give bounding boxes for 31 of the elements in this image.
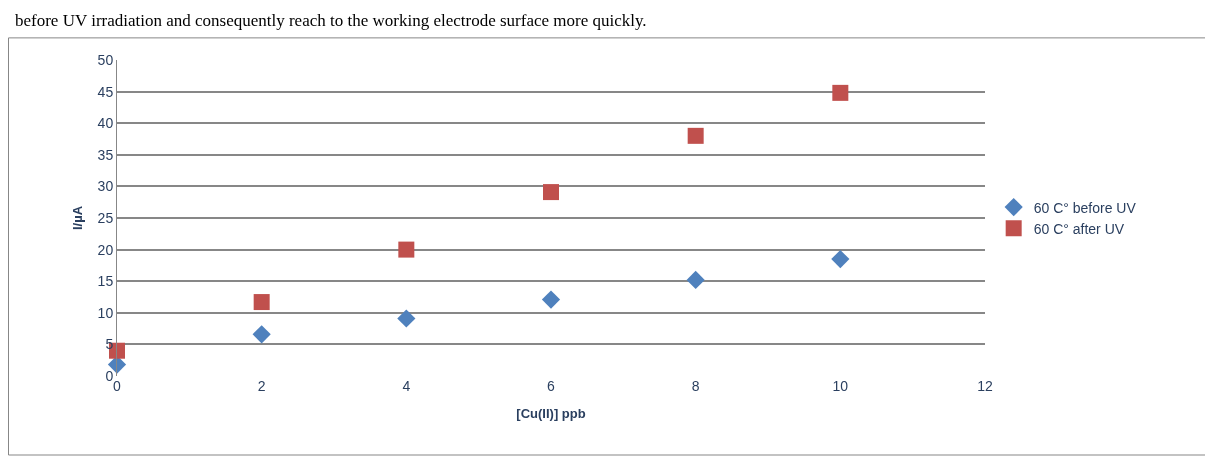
legend-label: 60 C° after UV	[1033, 220, 1125, 237]
x-tick-label: 12	[977, 378, 993, 394]
x-axis-title: [Cu(II)] ppb	[516, 405, 586, 421]
y-tick-label: 50	[97, 51, 114, 68]
text: before UV irradiation and consequently reach to the working electrode surface more quickly.	[15, 11, 647, 30]
y-tick-label: 10	[97, 304, 114, 321]
x-tick-label: 6	[547, 378, 556, 394]
y-tick-label: 25	[97, 209, 114, 226]
y-tick-label: 35	[97, 146, 114, 163]
y-tick-label: 40	[97, 115, 114, 132]
point	[397, 309, 416, 328]
point	[541, 290, 561, 309]
point	[831, 249, 850, 269]
point	[687, 127, 704, 144]
point	[252, 325, 271, 344]
point	[832, 84, 849, 101]
y-tick-label: 45	[97, 83, 114, 100]
y-tick-label: 15	[97, 273, 114, 290]
point	[398, 241, 415, 258]
x-tick-label: 8	[691, 378, 700, 394]
y-axis-title: I/µA	[69, 205, 85, 231]
point	[686, 270, 705, 290]
x-tick-label: 2	[257, 378, 266, 394]
point	[543, 184, 559, 201]
y-tick-label: 20	[97, 241, 114, 258]
x-tick-label: 4	[402, 378, 411, 394]
y-tick-label: 5	[105, 336, 114, 353]
x-tick-label: 10	[832, 378, 849, 394]
y-tick-label: 30	[97, 178, 114, 195]
legend-label: 60 C° before UV	[1033, 199, 1137, 216]
point	[253, 294, 270, 311]
